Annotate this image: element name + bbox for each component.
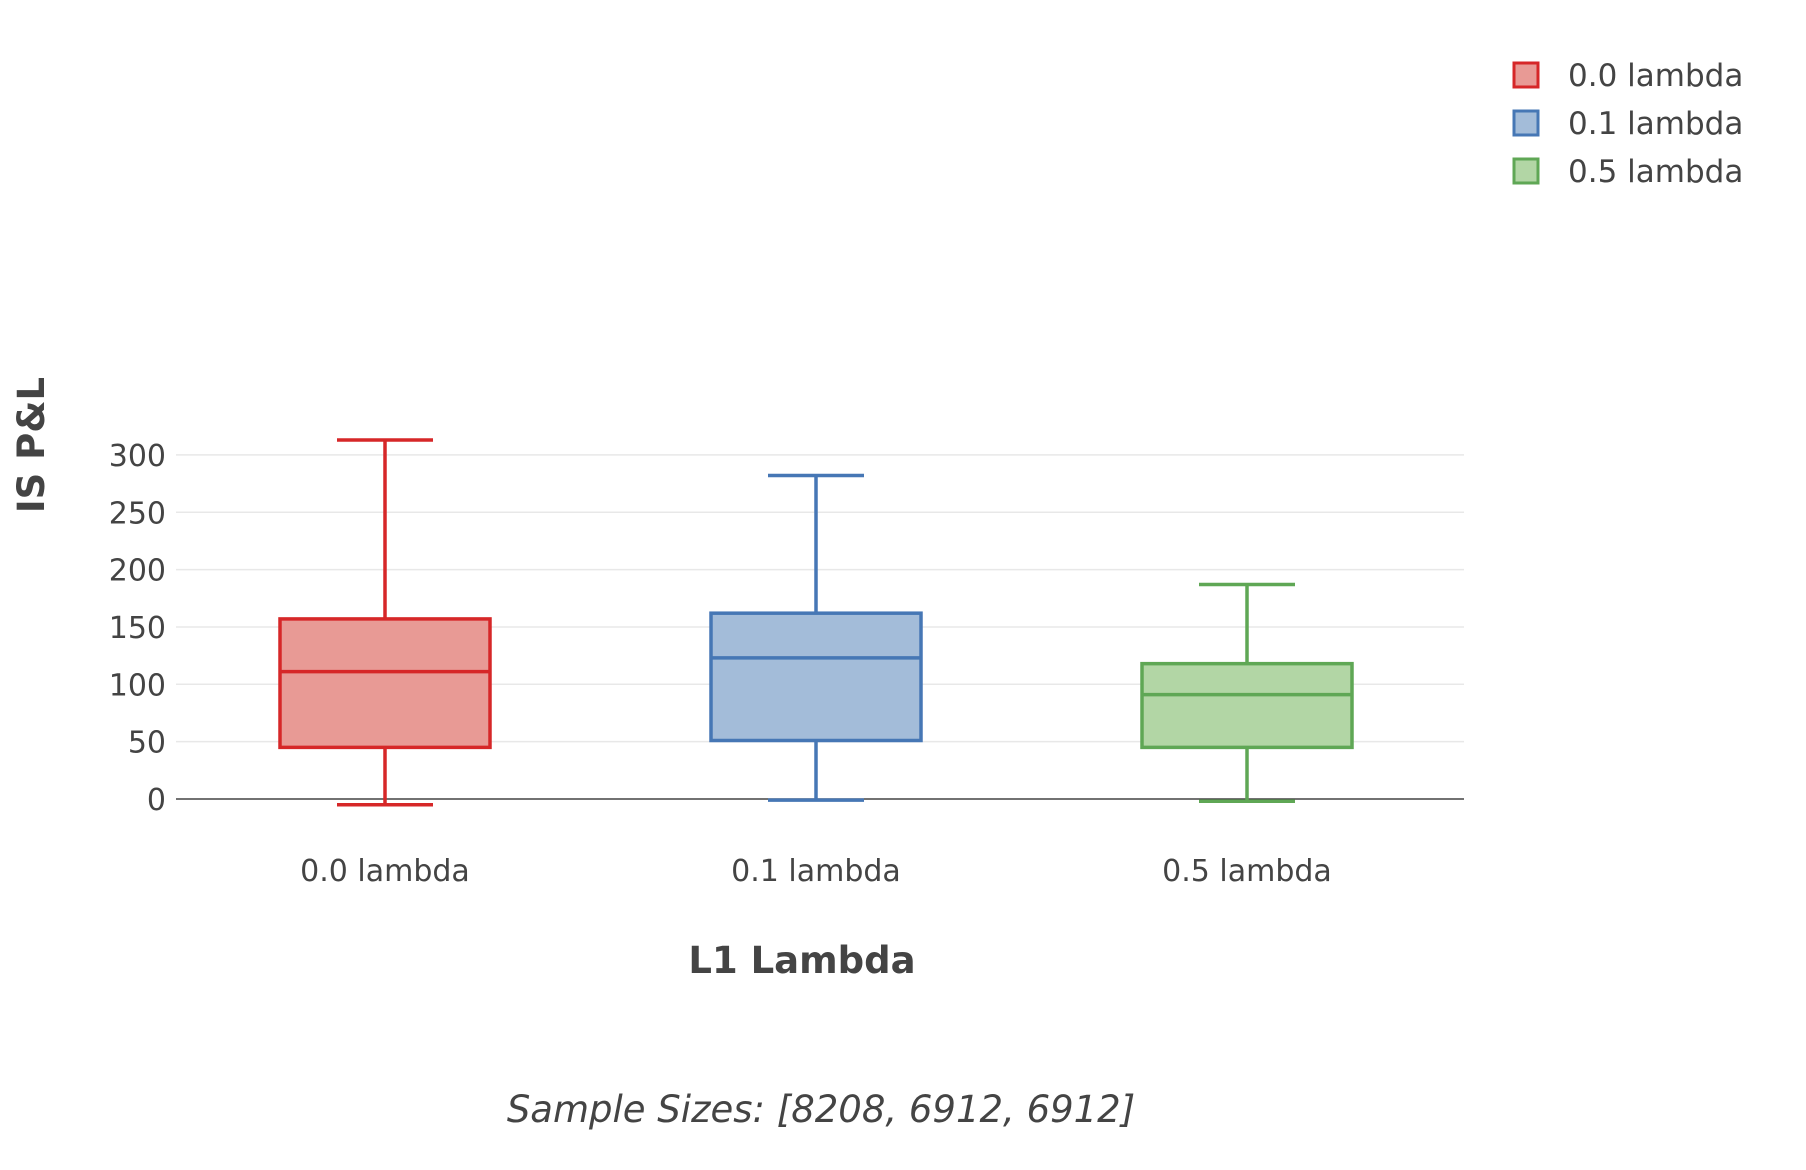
y-tick-label: 150 [109, 611, 166, 646]
legend-item: 0.5 lambda [1512, 154, 1743, 190]
x-tick-label: 0.5 lambda [1162, 854, 1332, 889]
y-tick-label: 200 [109, 554, 166, 589]
y-axis-ticks: 0 50 100 150 200 250 300 [109, 439, 166, 818]
sample-sizes-note: Sample Sizes: [8208, 6912, 6912] [507, 1088, 1135, 1131]
iqr-box [278, 617, 492, 750]
x-tick-label: 0.1 lambda [731, 854, 901, 889]
boxes [278, 438, 1354, 807]
legend-label: 0.1 lambda [1568, 106, 1743, 142]
y-tick-label: 250 [109, 496, 166, 531]
y-tick-label: 50 [128, 726, 166, 761]
legend: 0.0 lambda 0.1 lambda 0.5 lambda [1512, 58, 1743, 190]
legend-swatch [1512, 157, 1540, 185]
legend-label: 0.0 lambda [1568, 58, 1743, 94]
legend-item: 0.1 lambda [1512, 106, 1743, 142]
box-0-5-lambda [1140, 582, 1354, 804]
legend-swatch [1512, 61, 1540, 89]
legend-swatch [1512, 109, 1540, 137]
legend-label: 0.5 lambda [1568, 154, 1743, 190]
x-axis-ticks: 0.0 lambda 0.1 lambda 0.5 lambda [300, 854, 1332, 889]
x-axis-title: L1 Lambda [688, 939, 915, 982]
box-0-0-lambda [278, 438, 492, 807]
x-tick-label: 0.0 lambda [300, 854, 470, 889]
y-axis-title: IS P&L [10, 377, 53, 513]
box-0-1-lambda [709, 473, 923, 802]
iqr-box [1140, 661, 1354, 750]
y-tick-label: 0 [147, 783, 166, 818]
y-tick-label: 100 [109, 668, 166, 703]
iqr-box [709, 611, 923, 743]
legend-item: 0.0 lambda [1512, 58, 1743, 94]
y-tick-label: 300 [109, 439, 166, 474]
